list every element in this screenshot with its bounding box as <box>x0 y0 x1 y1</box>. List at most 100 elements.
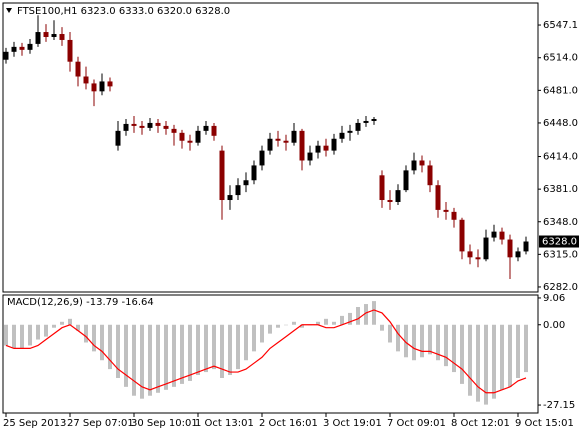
candle-body <box>411 160 417 171</box>
candle-body <box>507 239 513 258</box>
candle-body <box>435 185 441 210</box>
macd-bar <box>244 324 248 361</box>
candle-body <box>211 125 217 136</box>
candle-body <box>83 76 89 84</box>
candle-body <box>51 34 57 37</box>
macd-bar <box>252 324 256 352</box>
macd-bar <box>468 324 472 396</box>
candle-body <box>499 231 505 240</box>
macd-bar <box>44 324 48 337</box>
candle-body <box>155 122 161 126</box>
candle-body <box>395 190 401 202</box>
macd-bar <box>364 304 368 325</box>
last-price-box <box>539 235 579 248</box>
y-tick-label: 6514.0 <box>543 53 578 64</box>
candle-body <box>315 145 321 153</box>
macd-bar <box>124 324 128 387</box>
candle-body <box>515 251 521 258</box>
macd-bar <box>268 324 272 334</box>
y-tick-label: 6414.0 <box>543 152 578 163</box>
macd-bar <box>516 324 520 378</box>
macd-bar <box>92 324 96 352</box>
candle-body <box>123 123 129 131</box>
candle-body <box>147 122 153 128</box>
menu-icon[interactable] <box>6 8 12 13</box>
x-tick-label: 30 Sep 10:01 <box>131 418 198 429</box>
macd-bar <box>436 324 440 361</box>
macd-bar <box>220 324 224 378</box>
y-tick-label: 6448.0 <box>543 118 578 129</box>
candle-body <box>451 211 457 220</box>
macd-bar <box>60 321 64 325</box>
macd-bar <box>476 324 480 402</box>
macd-bar <box>340 315 344 325</box>
macd-bar <box>420 324 424 358</box>
candle-body <box>275 138 281 141</box>
candle-body <box>179 132 185 141</box>
macd-bar <box>284 324 288 326</box>
candle-body <box>11 46 17 52</box>
candle-body <box>299 130 305 161</box>
macd-bar <box>12 324 16 349</box>
y-tick-label: 0.00 <box>543 320 565 331</box>
macd-bar <box>452 324 456 373</box>
signal-line <box>5 309 527 394</box>
macd-bar <box>180 324 184 384</box>
macd-bar <box>100 324 104 361</box>
candle-body <box>171 128 177 133</box>
y-tick-label: -27.15 <box>543 400 575 411</box>
candle-body <box>243 180 249 186</box>
candle-body <box>163 125 169 129</box>
candle-body <box>523 241 529 252</box>
candle-body <box>331 138 337 151</box>
candle-body <box>467 251 473 258</box>
candle-body <box>219 150 225 201</box>
candle-body <box>67 39 73 62</box>
candle-body <box>267 138 273 151</box>
macd-bar <box>228 324 232 376</box>
macd-bar <box>388 324 392 343</box>
candle-body <box>195 130 201 143</box>
macd-bar <box>52 324 56 328</box>
chart-title: FTSE100,H1 6323.0 6333.0 6320.0 6328.0 <box>17 6 230 17</box>
macd-title: MACD(12,26,9) -13.79 -16.64 <box>7 297 154 308</box>
candle-body <box>43 32 49 37</box>
candle-body <box>115 130 121 146</box>
macd-bar <box>76 324 80 331</box>
macd-bar <box>444 324 448 367</box>
candle-body <box>107 81 113 87</box>
y-tick-label: 6348.0 <box>543 217 578 228</box>
last-price-label: 6328.0 <box>542 237 577 248</box>
candle-body <box>27 43 33 50</box>
candle-body <box>347 130 353 133</box>
x-tick-label: 2 Oct 16:01 <box>259 418 318 429</box>
macd-bar <box>380 324 384 331</box>
candle-body <box>187 140 193 143</box>
candle-body <box>235 185 241 196</box>
y-tick-label: 6282.0 <box>543 282 578 293</box>
candle-body <box>355 122 361 131</box>
x-tick-label: 1 Oct 13:01 <box>195 418 254 429</box>
macd-bar <box>84 324 88 343</box>
macd-bar <box>500 324 504 390</box>
macd-bar <box>484 324 488 405</box>
candle-body <box>75 61 81 77</box>
macd-bar <box>356 307 360 325</box>
candle-body <box>259 150 265 166</box>
x-tick-label: 8 Oct 12:01 <box>451 418 510 429</box>
candle-body <box>475 257 481 260</box>
candle-body <box>323 145 329 151</box>
macd-bar <box>428 324 432 355</box>
x-tick-label: 7 Oct 09:01 <box>387 418 446 429</box>
macd-bar <box>4 324 8 346</box>
candle-body <box>251 165 257 181</box>
macd-bar <box>68 318 72 325</box>
macd-panel <box>2 294 539 414</box>
macd-bar <box>524 324 528 373</box>
candle-body <box>483 237 489 260</box>
candle-body <box>339 132 345 139</box>
macd-bar <box>20 324 24 349</box>
candle-body <box>283 140 289 143</box>
candle-body <box>99 81 105 92</box>
